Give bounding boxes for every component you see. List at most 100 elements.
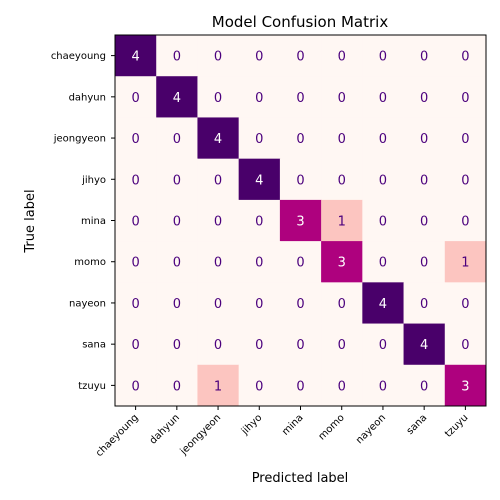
y-tick-label: mina [81,216,106,227]
cell-value-chaeyoung-dahyun: 0 [173,50,181,65]
x-tick-label: chaeyoung [94,412,141,459]
cell-value-sana-mina: 0 [296,338,304,353]
cell-tzuyu-nayeon [362,364,404,407]
cell-value-momo-sana: 0 [420,256,428,271]
cell-value-nayeon-jihyo: 0 [255,297,263,312]
cell-value-dahyun-sana: 0 [420,91,428,106]
cell-tzuyu-jihyo [238,364,281,407]
y-tick-label: tzuyu [78,381,106,392]
cell-value-tzuyu-sana: 0 [420,379,428,394]
cell-value-jeongyeon-dahyun: 0 [173,132,181,147]
y-axis-label: True label [23,189,38,253]
cell-value-chaeyoung-nayeon: 0 [379,50,387,65]
cell-value-jihyo-tzuyu: 0 [461,173,469,188]
cell-value-mina-tzuyu: 0 [461,215,469,230]
cell-sana-dahyun [156,323,198,366]
cell-chaeyoung-jihyo [238,35,281,77]
cell-jihyo-momo [321,158,363,201]
cell-jeongyeon-mina [279,117,322,160]
y-tick-label: sana [82,340,106,351]
cell-nayeon-sana [403,282,446,324]
cell-dahyun-mina [279,76,322,118]
cell-value-jeongyeon-chaeyoung: 0 [131,132,139,147]
cell-sana-nayeon [362,323,404,366]
cell-value-jeongyeon-sana: 0 [420,132,428,147]
cell-tzuyu-chaeyoung [115,364,157,407]
x-tick-label: dahyun [148,412,182,446]
cell-chaeyoung-jeongyeon [197,35,240,77]
cell-tzuyu-tzuyu [444,364,487,407]
x-tick-label: jihyo [239,412,264,437]
cell-mina-momo [321,199,363,242]
chart-title: Model Confusion Matrix [212,13,389,31]
cell-chaeyoung-chaeyoung [115,35,157,77]
cell-value-mina-nayeon: 0 [379,215,387,230]
cell-momo-sana [403,241,446,283]
cell-sana-mina [279,323,322,366]
cell-value-mina-jihyo: 0 [255,215,263,230]
cell-momo-chaeyoung [115,241,157,283]
cell-value-jeongyeon-mina: 0 [296,132,304,147]
cell-value-jihyo-sana: 0 [420,173,428,188]
cell-jihyo-mina [279,158,322,201]
cell-value-nayeon-mina: 0 [296,297,304,312]
cell-value-sana-jihyo: 0 [255,338,263,353]
cell-value-nayeon-jeongyeon: 0 [214,297,222,312]
cell-value-mina-jeongyeon: 0 [214,215,222,230]
cell-value-jeongyeon-nayeon: 0 [379,132,387,147]
cell-value-tzuyu-tzuyu: 3 [461,379,469,394]
cell-sana-sana [403,323,446,366]
cell-nayeon-momo [321,282,363,324]
cell-value-chaeyoung-mina: 0 [296,50,304,65]
cell-dahyun-sana [403,76,446,118]
x-tick-label: tzuyu [443,412,470,439]
cell-value-dahyun-dahyun: 4 [173,91,181,106]
cell-jeongyeon-dahyun [156,117,198,160]
cell-momo-dahyun [156,241,198,283]
cell-dahyun-chaeyoung [115,76,157,118]
cell-value-nayeon-sana: 0 [420,297,428,312]
cell-nayeon-jihyo [238,282,281,324]
cell-momo-jeongyeon [197,241,240,283]
cell-nayeon-jeongyeon [197,282,240,324]
cell-sana-jihyo [238,323,281,366]
cell-value-sana-nayeon: 0 [379,338,387,353]
cell-nayeon-dahyun [156,282,198,324]
cell-value-jihyo-nayeon: 0 [379,173,387,188]
cell-mina-mina [279,199,322,242]
cell-value-dahyun-jeongyeon: 0 [214,91,222,106]
cell-value-momo-momo: 3 [338,256,346,271]
cell-mina-chaeyoung [115,199,157,242]
y-tick-label: nayeon [69,298,106,309]
cell-dahyun-jeongyeon [197,76,240,118]
cell-jeongyeon-jeongyeon [197,117,240,160]
cell-value-jeongyeon-momo: 0 [338,132,346,147]
cell-jihyo-tzuyu [444,158,487,201]
cell-nayeon-chaeyoung [115,282,157,324]
heatmap-cells: 4 0 0 0 0 0 0 0 0 0 4 0 0 0 0 0 0 0 0 0 4 0 0 0 0 0 0 0 0 0 4 0 0 0 0 0 0 0 0 0… [115,35,487,407]
cell-sana-jeongyeon [197,323,240,366]
cell-value-chaeyoung-chaeyoung: 4 [131,50,139,65]
cell-chaeyoung-dahyun [156,35,198,77]
cell-value-jihyo-dahyun: 0 [173,173,181,188]
cell-jihyo-nayeon [362,158,404,201]
cell-tzuyu-dahyun [156,364,198,407]
cell-value-tzuyu-jeongyeon: 1 [214,379,222,394]
cell-value-momo-nayeon: 0 [379,256,387,271]
cell-chaeyoung-nayeon [362,35,404,77]
cell-value-mina-mina: 3 [296,215,304,230]
cell-mina-jihyo [238,199,281,242]
cell-value-chaeyoung-jihyo: 0 [255,50,263,65]
cell-sana-chaeyoung [115,323,157,366]
cell-tzuyu-sana [403,364,446,407]
cell-mina-dahyun [156,199,198,242]
cell-value-nayeon-chaeyoung: 0 [131,297,139,312]
x-tick-label: jeongyeon [178,412,223,457]
cell-jeongyeon-chaeyoung [115,117,157,160]
cell-sana-momo [321,323,363,366]
cell-jihyo-chaeyoung [115,158,157,201]
cell-dahyun-dahyun [156,76,198,118]
cell-dahyun-tzuyu [444,76,487,118]
cell-value-jihyo-chaeyoung: 0 [131,173,139,188]
